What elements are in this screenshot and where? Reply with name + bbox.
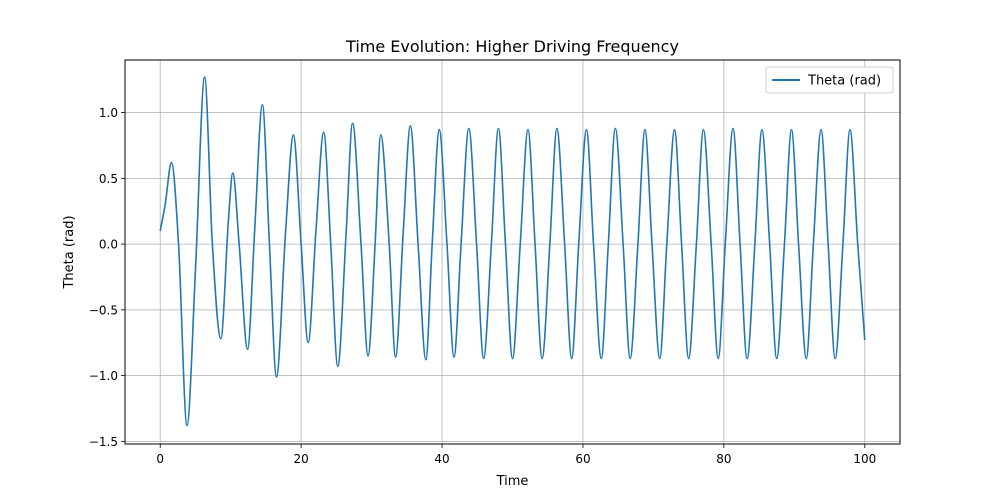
series-line-theta xyxy=(159,76,866,427)
y-axis-label: Theta (rad) xyxy=(62,215,77,289)
series-layer xyxy=(159,76,866,427)
x-tick-label: 80 xyxy=(716,452,731,466)
y-tick-label: −0.5 xyxy=(89,303,118,317)
x-tick-label: 40 xyxy=(434,452,449,466)
x-tick-label: 60 xyxy=(575,452,590,466)
y-tick-label: −1.0 xyxy=(89,369,118,383)
x-axis: 0 20 40 60 80 100 xyxy=(156,444,876,466)
x-tick-label: 0 xyxy=(156,452,164,466)
legend: Theta (rad) xyxy=(765,66,894,94)
grid xyxy=(125,60,900,444)
x-axis-label: Time xyxy=(496,474,529,489)
chart-title: Time Evolution: Higher Driving Frequency xyxy=(345,37,679,56)
x-tick-label: 100 xyxy=(853,452,876,466)
legend-label: Theta (rad) xyxy=(807,74,881,89)
y-tick-label: 1.0 xyxy=(99,106,118,120)
y-tick-label: 0.0 xyxy=(99,238,118,252)
axes-frame xyxy=(124,59,901,445)
legend-box xyxy=(765,66,894,94)
y-axis: −1.5 −1.0 −0.5 0.0 0.5 1.0 xyxy=(89,106,125,449)
y-tick-label: 0.5 xyxy=(99,172,118,186)
y-tick-label: −1.5 xyxy=(89,435,118,449)
x-tick-label: 20 xyxy=(293,452,308,466)
